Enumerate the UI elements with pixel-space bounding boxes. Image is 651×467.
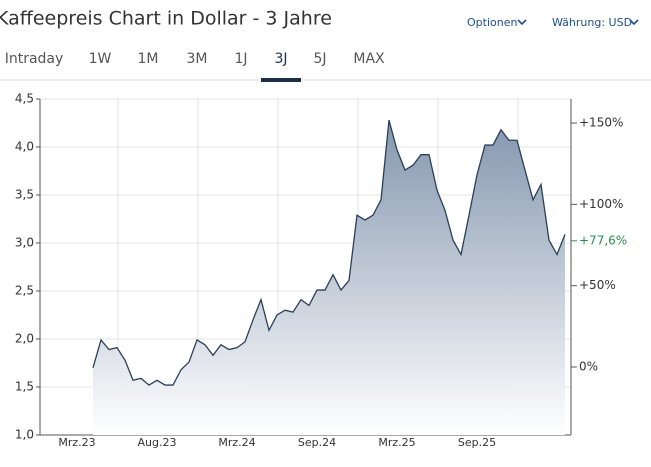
- x-tick-label: Mrz.25: [378, 436, 415, 449]
- x-tick-label: Sep.24: [298, 436, 336, 449]
- x-tick-label: Mrz.24: [218, 436, 255, 449]
- x-tick-label: Aug.23: [138, 436, 177, 449]
- y-tick-label: 1,0: [15, 428, 34, 442]
- chevron: [517, 19, 527, 26]
- x-tick-label: Mrz.23: [58, 436, 95, 449]
- currency-menu[interactable]: Währung: USD: [552, 16, 632, 29]
- change-label: +77,6%: [579, 233, 627, 247]
- tab[interactable]: 3J: [274, 51, 287, 67]
- options-menu[interactable]: Optionen: [467, 16, 517, 29]
- chevron: [629, 19, 639, 26]
- tab[interactable]: 1J: [234, 51, 247, 67]
- tab[interactable]: 3M: [187, 51, 208, 67]
- tab[interactable]: MAX: [353, 51, 385, 67]
- y-tick-label: 3,0: [15, 236, 34, 250]
- tab[interactable]: 1M: [138, 51, 159, 67]
- y2-tick-label: +150%: [579, 116, 623, 130]
- line: [92, 119, 566, 386]
- tab[interactable]: 1W: [89, 51, 112, 67]
- area: [93, 120, 565, 436]
- tab[interactable]: 5J: [313, 51, 326, 67]
- tab[interactable]: Intraday: [5, 51, 64, 67]
- y-tick-label: 2,5: [15, 284, 34, 298]
- y-tick-label: 2,0: [15, 332, 34, 346]
- tab-underline: [261, 78, 301, 82]
- y-tick-label: 4,5: [15, 92, 34, 106]
- y2-tick-label: +100%: [579, 197, 623, 211]
- y-tick-label: 4,0: [15, 140, 34, 154]
- y-tick-label: 1,5: [15, 380, 34, 394]
- x-tick-label: Sep.25: [458, 436, 496, 449]
- y2-tick-label: +50%: [579, 278, 616, 292]
- y2-tick-label: 0%: [579, 360, 598, 374]
- y-tick-label: 3,5: [15, 188, 34, 202]
- title: Kaffeepreis Chart in Dollar - 3 Jahre: [0, 8, 332, 30]
